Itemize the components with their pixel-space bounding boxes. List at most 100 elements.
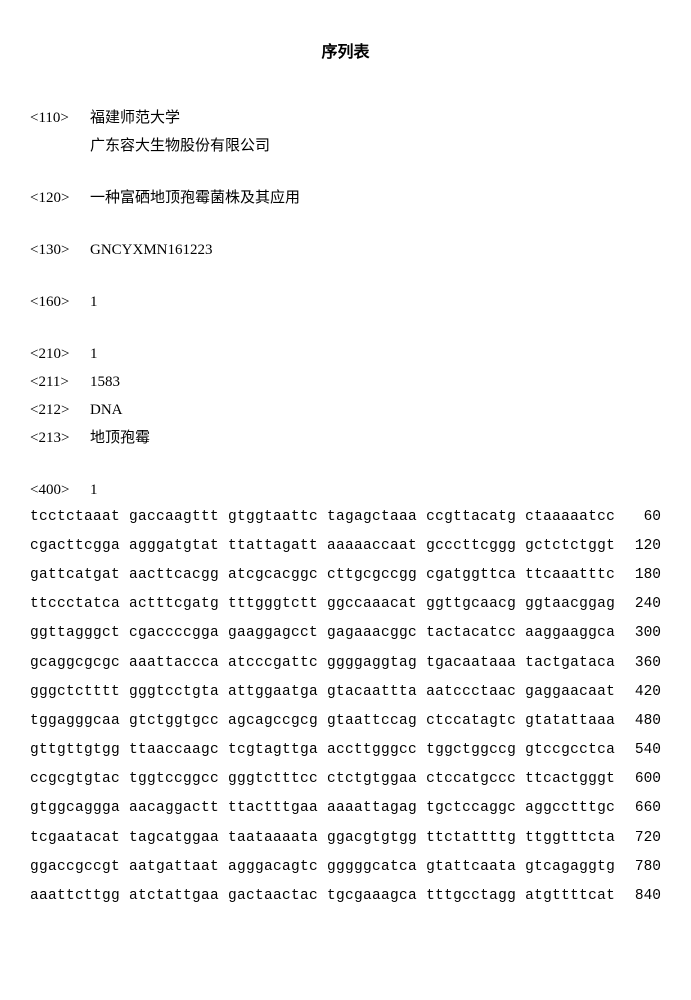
sequence-group: attggaatga: [228, 681, 318, 704]
sequence-group: ttggtttcta: [525, 827, 615, 850]
entry-value: DNA: [90, 398, 661, 422]
sequence-group: gtattcaata: [426, 856, 516, 879]
sequence-groups: ggaccgccgtaatgattaatagggacagtcgggggcatca…: [30, 856, 615, 879]
sequence-row: tcgaatacattagcatggaataataaaataggacgtgtgg…: [30, 827, 661, 850]
sequence-group: ttattagatt: [228, 535, 318, 558]
sequence-group: tgcgaaagca: [327, 885, 417, 908]
sequence-group: tcgtagttga: [228, 739, 318, 762]
sequence-group: gcccttcggg: [426, 535, 516, 558]
sequence-group: gctctctggt: [525, 535, 615, 558]
sequence-position: 660: [621, 797, 661, 820]
entry-value: 1: [90, 290, 661, 314]
sequence-group: ttccctatca: [30, 593, 120, 616]
sequence-row: cgacttcggaagggatgtatttattagattaaaaaccaat…: [30, 535, 661, 558]
sequence-row: ggttagggctcgaccccggagaaggagcctgagaaacggc…: [30, 622, 661, 645]
sequence-group: ccgttacatg: [426, 506, 516, 529]
sequence-group: actttcgatg: [129, 593, 219, 616]
sequence-group: ggtaacggag: [525, 593, 615, 616]
entry-value: GNCYXMN161223: [90, 238, 661, 262]
sequence-row: gttgttgtggttaaccaagctcgtagttgaaccttgggcc…: [30, 739, 661, 762]
sequence-group: tgctccaggc: [426, 797, 516, 820]
entry-tag: <212>: [30, 398, 90, 422]
sequence-group: agcagccgcg: [228, 710, 318, 733]
sequence-group: aaaaaccaat: [327, 535, 417, 558]
sequence-group: atcgcacggc: [228, 564, 318, 587]
sequence-position: 840: [621, 885, 661, 908]
entry-row: <110>福建师范大学: [30, 106, 661, 130]
entry-tag: <130>: [30, 238, 90, 262]
sequence-row: tcctctaaatgaccaagtttgtggtaattctagagctaaa…: [30, 506, 661, 529]
sequence-group: aatccctaac: [426, 681, 516, 704]
sequence-groups: ggttagggctcgaccccggagaaggagcctgagaaacggc…: [30, 622, 615, 645]
sequence-group: gaaggagcct: [228, 622, 318, 645]
sequence-row: gattcatgataacttcacggatcgcacggccttgcgccgg…: [30, 564, 661, 587]
sequence-group: gattcatgat: [30, 564, 120, 587]
sequence-group: atcccgattc: [228, 652, 318, 675]
sequence-groups: gtggcagggaaacaggacttttactttgaaaaaattagag…: [30, 797, 615, 820]
sequence-group: tggtccggcc: [129, 768, 219, 791]
entry-tag: <213>: [30, 426, 90, 450]
sequence-group: tagcatggaa: [129, 827, 219, 850]
sequence-group: tttgcctagg: [426, 885, 516, 908]
sequence-group: tggagggcaa: [30, 710, 120, 733]
sequence-position: 420: [621, 681, 661, 704]
entry-row: <160>1: [30, 290, 661, 314]
sequence-group: tcgaatacat: [30, 827, 120, 850]
entry-tag: [30, 134, 90, 158]
entry-row: <211>1583: [30, 370, 661, 394]
sequence-group: gttgttgtgg: [30, 739, 120, 762]
sequence-groups: gttgttgtggttaaccaagctcgtagttgaaccttgggcc…: [30, 739, 615, 762]
sequence-position: 540: [621, 739, 661, 762]
entry-value: 广东容大生物股份有限公司: [90, 134, 661, 158]
sequence-group: aacttcacgg: [129, 564, 219, 587]
sequence-section: tcctctaaatgaccaagtttgtggtaattctagagctaaa…: [30, 506, 661, 909]
sequence-group: atctattgaa: [129, 885, 219, 908]
sequence-group: aaaattagag: [327, 797, 417, 820]
entry-tag: <110>: [30, 106, 90, 130]
entry-tag: <211>: [30, 370, 90, 394]
sequence-group: gtggtaattc: [228, 506, 318, 529]
sequence-group: tagagctaaa: [327, 506, 417, 529]
sequence-group: ccgcgtgtac: [30, 768, 120, 791]
sequence-group: tggctggccg: [426, 739, 516, 762]
sequence-group: ctaaaaatcc: [525, 506, 615, 529]
sequence-group: gtccgcctca: [525, 739, 615, 762]
sequence-group: ttactttgaa: [228, 797, 318, 820]
sequence-group: gtacaattta: [327, 681, 417, 704]
sequence-group: aaggaaggca: [525, 622, 615, 645]
sequence-position: 720: [621, 827, 661, 850]
entry-value: 1: [90, 478, 661, 502]
sequence-group: gaggaacaat: [525, 681, 615, 704]
sequence-group: ggacgtgtgg: [327, 827, 417, 850]
sequence-row: ttccctatcaactttcgatgtttgggtcttggccaaacat…: [30, 593, 661, 616]
sequence-group: aaattcttgg: [30, 885, 120, 908]
sequence-group: gtcagaggtg: [525, 856, 615, 879]
entry-value: 1: [90, 342, 661, 366]
sequence-group: ggttgcaacg: [426, 593, 516, 616]
sequence-group: gggtcctgta: [129, 681, 219, 704]
entry-value: 地顶孢霉: [90, 426, 661, 450]
sequence-group: tttgggtctt: [228, 593, 318, 616]
sequence-position: 240: [621, 593, 661, 616]
entry-row: <130>GNCYXMN161223: [30, 238, 661, 262]
sequence-group: gcaggcgcgc: [30, 652, 120, 675]
sequence-group: atgttttcat: [525, 885, 615, 908]
entry-row: 广东容大生物股份有限公司: [30, 134, 661, 158]
sequence-group: ggaccgccgt: [30, 856, 120, 879]
sequence-group: ttcaaatttc: [525, 564, 615, 587]
sequence-row: aaattcttggatctattgaagactaactactgcgaaagca…: [30, 885, 661, 908]
sequence-row: gggctcttttgggtcctgtaattggaatgagtacaattta…: [30, 681, 661, 704]
sequence-position: 60: [621, 506, 661, 529]
page-title: 序列表: [30, 40, 661, 66]
entry-row: <213>地顶孢霉: [30, 426, 661, 450]
sequence-group: tcctctaaat: [30, 506, 120, 529]
entry-row: <120>一种富硒地顶孢霉菌株及其应用: [30, 186, 661, 210]
sequence-groups: cgacttcggaagggatgtatttattagattaaaaaccaat…: [30, 535, 615, 558]
sequence-groups: aaattcttggatctattgaagactaactactgcgaaagca…: [30, 885, 615, 908]
sequence-row: gcaggcgcgcaaattacccaatcccgattcggggaggtag…: [30, 652, 661, 675]
entry-value: 福建师范大学: [90, 106, 661, 130]
sequence-group: agggacagtc: [228, 856, 318, 879]
sequence-groups: gattcatgataacttcacggatcgcacggccttgcgccgg…: [30, 564, 615, 587]
entry-value: 一种富硒地顶孢霉菌株及其应用: [90, 186, 661, 210]
sequence-row: ccgcgtgtactggtccggccgggtctttccctctgtggaa…: [30, 768, 661, 791]
